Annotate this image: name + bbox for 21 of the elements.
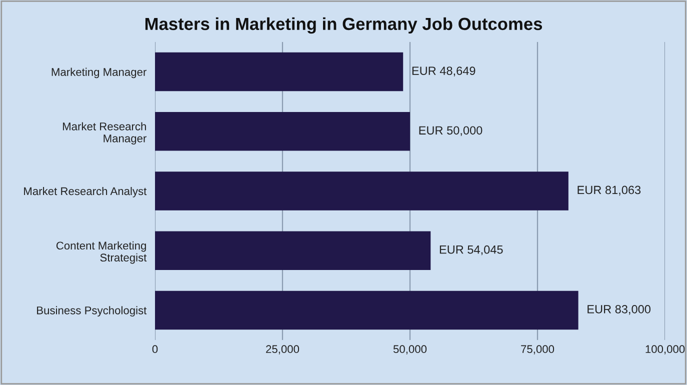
x-tick-label: 0 bbox=[152, 345, 158, 354]
data-label: EUR 48,649 bbox=[412, 66, 476, 76]
data-label: EUR 50,000 bbox=[419, 126, 482, 136]
x-tick-label: 75,000 bbox=[521, 345, 554, 354]
y-tick-label: Market Research Analyst bbox=[24, 186, 147, 198]
y-tick-label: Market Research Manager bbox=[62, 122, 146, 145]
data-label: EUR 54,045 bbox=[440, 245, 503, 256]
y-tick-label: Marketing Manager bbox=[52, 68, 146, 78]
data-label: EUR 83,000 bbox=[588, 305, 650, 315]
bar bbox=[155, 112, 410, 151]
bar bbox=[155, 172, 568, 210]
y-tick-label: Content Marketing Strategist bbox=[56, 241, 147, 264]
bar bbox=[155, 231, 431, 270]
y-tick-label: Business Psychologist bbox=[37, 306, 147, 317]
chart-title: Masters in Marketing in Germany Job Outcomes bbox=[145, 17, 542, 34]
bar bbox=[155, 290, 578, 330]
x-tick-label: 100,000 bbox=[646, 345, 685, 354]
data-label: EUR 81,063 bbox=[578, 186, 641, 196]
bar bbox=[155, 52, 404, 92]
x-tick-label: 25,000 bbox=[266, 345, 300, 354]
x-tick-label: 50,000 bbox=[393, 345, 427, 354]
